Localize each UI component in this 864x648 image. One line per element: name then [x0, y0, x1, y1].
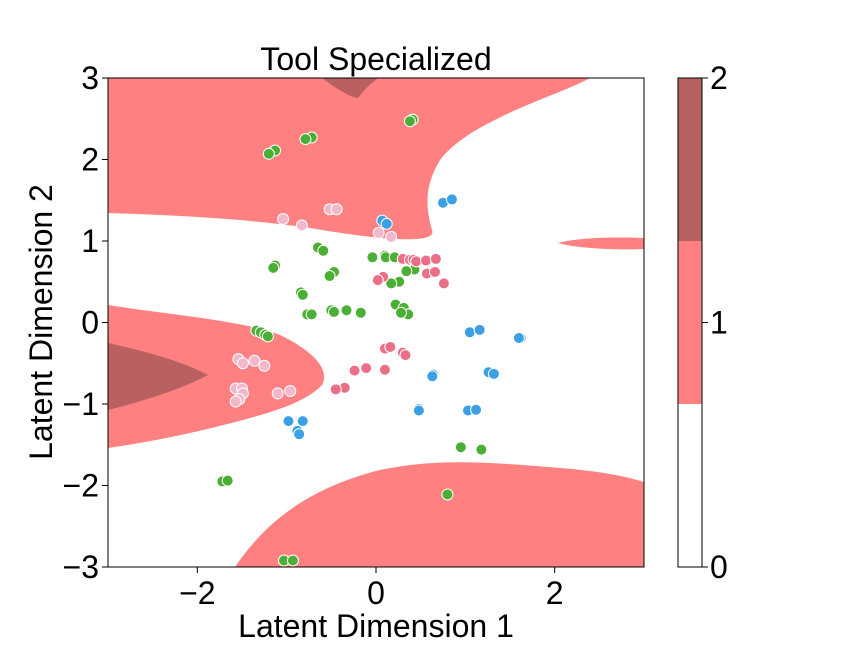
scatter-points [216, 113, 527, 567]
point-green-9 [267, 261, 280, 274]
point-lightpink-4 [372, 226, 385, 239]
colorbar-segment-0 [678, 404, 702, 567]
point-blue-19 [293, 428, 306, 441]
point-blue-13 [412, 404, 425, 417]
point-lightpink-15 [271, 387, 284, 400]
point-green-22 [296, 288, 309, 301]
x-axis: −2 0 2 [179, 567, 564, 611]
x-axis-label: Latent Dimension 1 [238, 608, 514, 644]
region-right-strip [558, 237, 644, 250]
point-blue-16 [282, 415, 295, 428]
point-green-1 [262, 147, 275, 160]
point-blue-11 [487, 367, 500, 380]
y-tick-label: 0 [81, 305, 99, 341]
point-pink-7 [428, 265, 441, 278]
colorbar: 0 1 2 [677, 60, 728, 585]
x-tick-label: 0 [367, 575, 385, 611]
point-lightpink-1 [295, 219, 308, 232]
point-pink-19 [329, 383, 342, 396]
point-lightpink-9 [258, 359, 271, 372]
point-blue-4 [463, 326, 476, 339]
point-green-43 [286, 554, 299, 567]
y-tick-label: −2 [63, 468, 99, 504]
point-pink-16 [348, 364, 361, 377]
point-green-5 [403, 115, 416, 128]
colorbar-tick-label: 1 [710, 305, 728, 341]
point-green-26 [328, 305, 341, 318]
point-pink-3 [410, 255, 423, 268]
point-pink-4 [420, 254, 433, 267]
point-pink-9 [371, 274, 384, 287]
point-green-11 [323, 270, 336, 283]
point-pink-10 [437, 277, 450, 290]
point-blue-3 [380, 217, 393, 230]
colorbar-segment-1 [678, 241, 702, 404]
point-blue-1 [445, 193, 458, 206]
chart-title: Tool Specialized [260, 41, 491, 77]
y-axis-label: Latent Dimension 2 [23, 184, 59, 460]
x-tick-label: −2 [179, 575, 215, 611]
point-lightpink-3 [330, 203, 343, 216]
y-tick-label: 1 [81, 223, 99, 259]
point-green-32 [395, 306, 408, 319]
point-blue-15 [470, 403, 483, 416]
region-top-left [108, 78, 590, 240]
point-pink-5 [429, 252, 442, 265]
point-lightpink-14 [229, 395, 242, 408]
region-level-2-left [108, 343, 208, 410]
colorbar-tick-label: 2 [710, 60, 728, 96]
point-green-24 [305, 308, 318, 321]
point-blue-5 [473, 323, 486, 336]
point-blue-9 [426, 370, 439, 383]
point-green-36 [261, 330, 274, 343]
point-lightpink-5 [385, 230, 398, 243]
point-pink-14 [399, 349, 412, 362]
y-axis: −3 −2 −1 0 1 2 3 [63, 60, 108, 585]
point-green-39 [454, 441, 467, 454]
y-tick-label: 2 [81, 142, 99, 178]
x-tick-label: 2 [546, 575, 564, 611]
colorbar-tick-label: 0 [710, 549, 728, 585]
point-blue-7 [512, 331, 525, 344]
decision-regions [108, 78, 644, 567]
colorbar-segment-2 [678, 78, 702, 241]
point-green-28 [354, 306, 367, 319]
region-bottom [235, 462, 644, 567]
point-green-7 [317, 244, 330, 257]
point-lightpink-7 [236, 357, 249, 370]
point-blue-17 [296, 415, 309, 428]
point-pink-17 [378, 363, 391, 376]
point-lightpink-0 [277, 212, 290, 225]
point-green-38 [221, 474, 234, 487]
point-green-18 [400, 265, 413, 278]
y-tick-label: 3 [81, 60, 99, 96]
point-green-20 [385, 277, 398, 290]
point-green-12 [366, 251, 379, 264]
point-pink-12 [384, 340, 397, 353]
region-level-2-top [322, 78, 378, 98]
point-pink-15 [360, 362, 373, 375]
y-tick-label: −1 [63, 386, 99, 422]
point-lightpink-8 [248, 354, 261, 367]
point-green-41 [441, 488, 454, 501]
y-tick-label: −3 [63, 549, 99, 585]
point-green-3 [299, 133, 312, 146]
point-green-40 [475, 443, 488, 456]
point-lightpink-16 [284, 384, 297, 397]
point-green-27 [340, 304, 353, 317]
